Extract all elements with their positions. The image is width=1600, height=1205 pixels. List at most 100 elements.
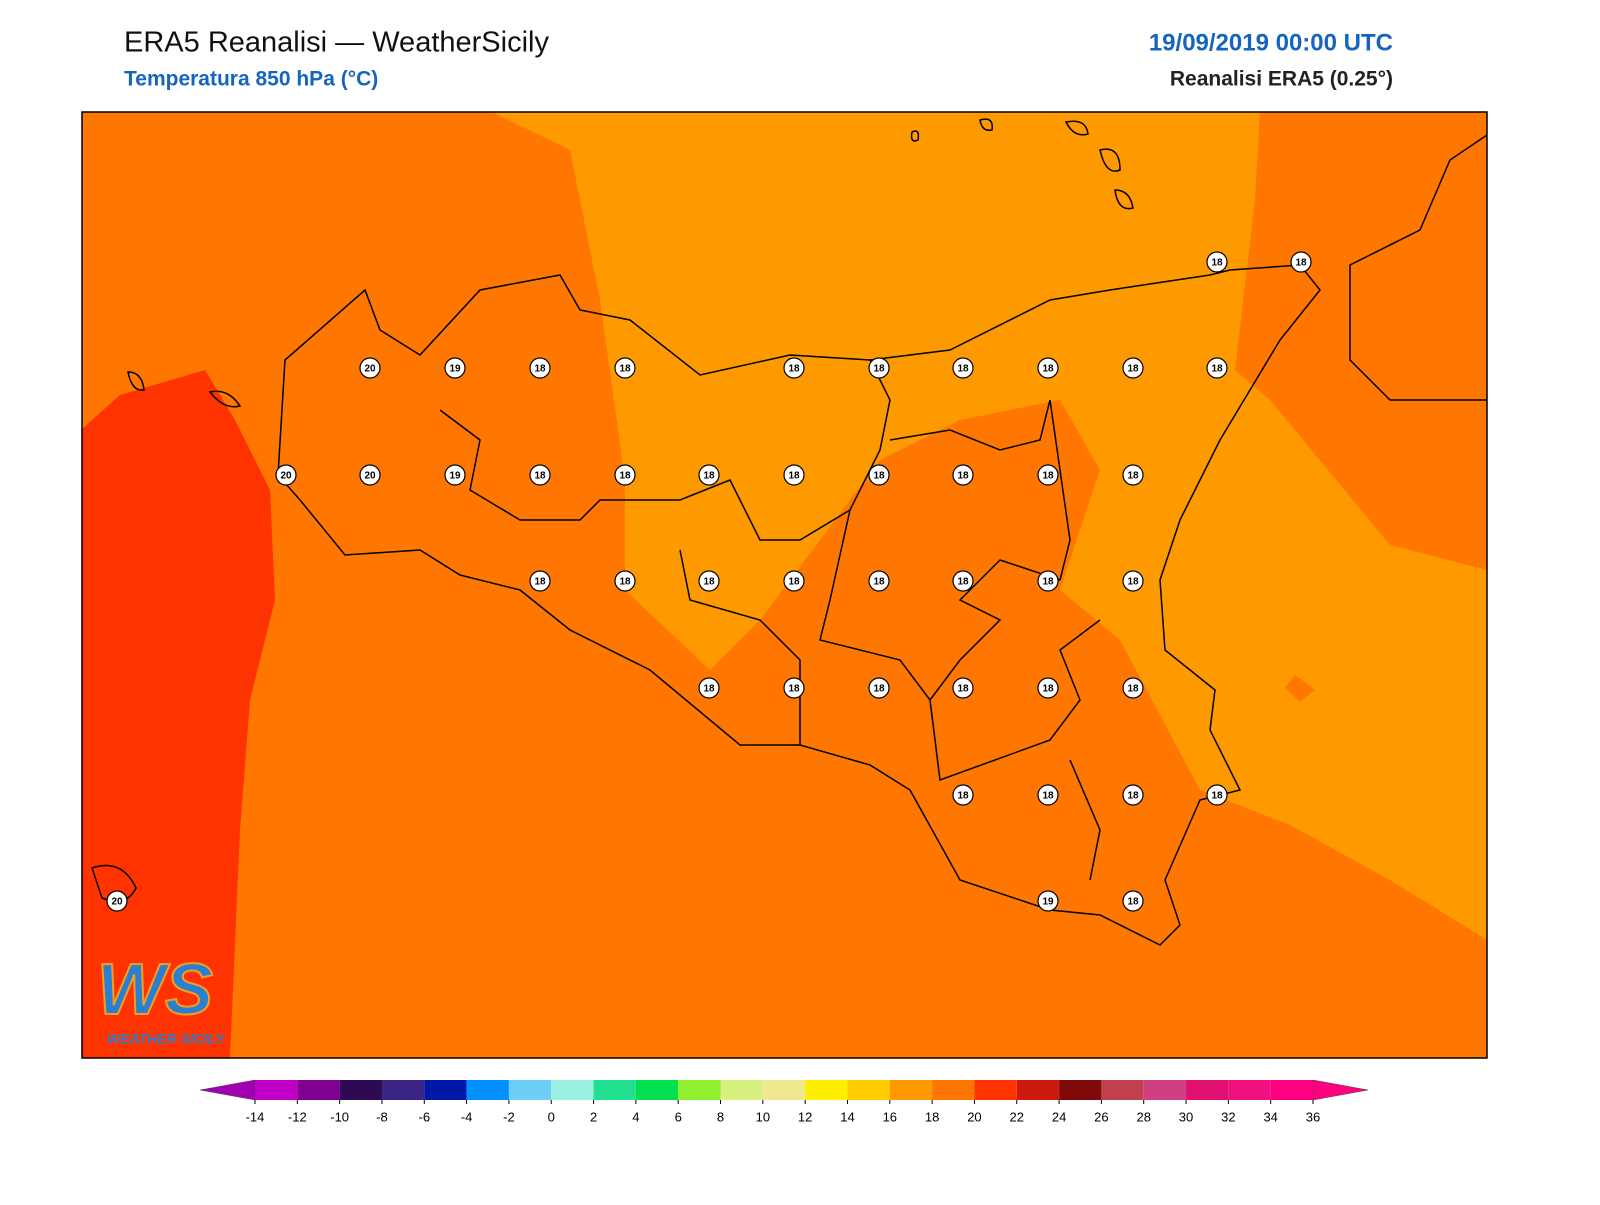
station-value: 18 [957, 577, 969, 588]
station-value: 18 [788, 684, 800, 695]
colorbar-tick-label: 28 [1136, 1109, 1150, 1124]
station-marker [1122, 784, 1144, 806]
station-marker [868, 677, 890, 699]
station-marker [783, 570, 805, 592]
station-value: 20 [364, 471, 376, 482]
station-marker [1122, 570, 1144, 592]
station-marker [359, 357, 381, 379]
colorbar-tick-label: 32 [1221, 1109, 1235, 1124]
colorbar-segment [762, 1080, 806, 1100]
station-value: 18 [703, 471, 715, 482]
station-value: 19 [449, 364, 461, 375]
colorbar-tick-label: 6 [675, 1109, 682, 1124]
station-value: 20 [280, 471, 292, 482]
station-value: 18 [873, 684, 885, 695]
colorbar-segment [424, 1080, 467, 1100]
colorbar-tick-label: -6 [418, 1109, 430, 1124]
colorbar-segment [1101, 1080, 1144, 1100]
station-marker [952, 570, 974, 592]
station-marker [529, 357, 551, 379]
station-value: 18 [1127, 471, 1139, 482]
field-16-18 [492, 112, 1487, 940]
station-value: 18 [1127, 897, 1139, 908]
subtitle: Temperatura 850 hPa (°C) [124, 68, 378, 91]
station-marker [783, 677, 805, 699]
station-marker [952, 464, 974, 486]
colorbar-tick-label: 26 [1094, 1109, 1108, 1124]
station-marker [1122, 677, 1144, 699]
station-value: 20 [364, 364, 376, 375]
colorbar-segment [974, 1080, 1017, 1100]
station-marker [868, 570, 890, 592]
station-value: 18 [788, 364, 800, 375]
colorbar-tick-label: 18 [925, 1109, 939, 1124]
station-value: 18 [534, 471, 546, 482]
station-marker [1037, 890, 1059, 912]
colorbar-segment [847, 1080, 890, 1100]
colorbar-tick-label: 24 [1052, 1109, 1066, 1124]
station-value: 18 [1127, 791, 1139, 802]
station-value: 18 [703, 684, 715, 695]
station-marker [1037, 677, 1059, 699]
colorbar-tick-label: -2 [503, 1109, 515, 1124]
colorbar-tick-label: 2 [590, 1109, 597, 1124]
colorbar-segment [1186, 1080, 1229, 1100]
station-marker [1037, 570, 1059, 592]
station-value: 18 [788, 577, 800, 588]
colorbar-segment [805, 1080, 848, 1100]
station-marker [614, 464, 636, 486]
station-value: 18 [957, 684, 969, 695]
colorbar-segment [1016, 1080, 1060, 1100]
station-value: 18 [619, 364, 631, 375]
station-marker [1206, 251, 1228, 273]
colorbar-over [1312, 1079, 1369, 1101]
colorbar-segment [1143, 1080, 1187, 1100]
station-value: 18 [1127, 364, 1139, 375]
station-marker [529, 570, 551, 592]
station-value: 18 [1211, 364, 1223, 375]
station-marker [1037, 784, 1059, 806]
logo-name: WEATHER SICILY [107, 1031, 226, 1047]
station-marker [952, 784, 974, 806]
colorbar-tick-label: 12 [798, 1109, 812, 1124]
colorbar-tick-label: 4 [632, 1109, 639, 1124]
colorbar-tick-label: -12 [288, 1109, 307, 1124]
colorbar-segment [720, 1080, 763, 1100]
colorbar-segment [297, 1080, 340, 1100]
station-marker [444, 357, 466, 379]
colorbar-segment [932, 1080, 975, 1100]
station-value: 18 [1211, 791, 1223, 802]
station-value: 18 [1295, 258, 1307, 269]
stations: 18 18 20 19 18 18 18 18 18 18 18 18 20 20 19 18 18 18 18 18… [106, 251, 1312, 912]
colorbar-segment [508, 1080, 552, 1100]
station-marker [359, 464, 381, 486]
colorbar-tick-label: -4 [461, 1109, 473, 1124]
colorbar-tick-label: 0 [548, 1109, 555, 1124]
colorbar-segment [339, 1080, 382, 1100]
colorbar-segment [678, 1080, 721, 1100]
station-value: 20 [111, 897, 123, 908]
colorbar-tick-label: 36 [1306, 1109, 1320, 1124]
station-marker [444, 464, 466, 486]
station-value: 18 [619, 577, 631, 588]
colorbar: -14 -12 -10 -8 -6 -4 -2 0 2 4 6 8 10 12 14 16 18 20 22 24 26… [199, 1079, 1369, 1124]
coastline [91, 118, 1487, 946]
station-marker [614, 357, 636, 379]
colorbar-segment [466, 1080, 509, 1100]
colorbar-tick-label: 20 [967, 1109, 981, 1124]
colorbar-segment [255, 1080, 298, 1100]
colorbar-tick-label: -10 [330, 1109, 349, 1124]
field-18-20 [1285, 675, 1315, 702]
station-value: 18 [957, 364, 969, 375]
station-value: 18 [957, 791, 969, 802]
field-20-22 [82, 370, 275, 1058]
map-frame [81, 111, 1488, 1059]
station-marker [529, 464, 551, 486]
colorbar-tick-label: 10 [756, 1109, 770, 1124]
colorbar-tick-label: 16 [883, 1109, 897, 1124]
station-marker [1122, 357, 1144, 379]
station-marker [952, 357, 974, 379]
source: Reanalisi ERA5 (0.25°) [1170, 68, 1393, 91]
colorbar-under [199, 1079, 256, 1101]
